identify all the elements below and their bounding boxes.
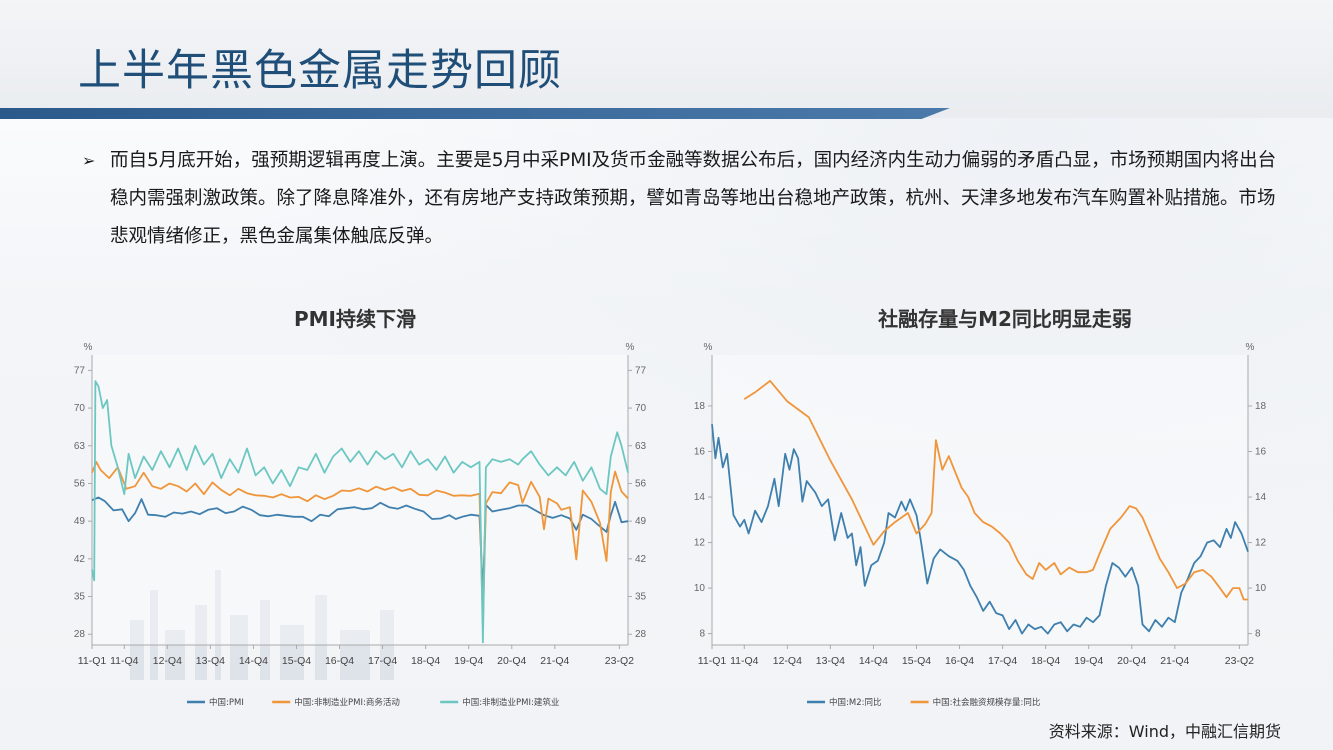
x-tick-label: 17-Q4 [368, 655, 397, 667]
series-line-2 [743, 380, 1248, 601]
y-tick-label-left: 49 [74, 516, 86, 527]
x-tick-label: 14-Q4 [239, 655, 268, 667]
slide-title: 上半年黑色金属走势回顾 [78, 46, 562, 96]
bullet-paragraph: ➢ 而自5月底开始，强预期逻辑再度上演。主要是5月中采PMI及货币金融等数据公布… [82, 142, 1292, 256]
y-unit-right: % [626, 342, 635, 353]
x-tick-label: 12-Q4 [153, 655, 182, 667]
x-tick-label: 17-Q4 [988, 655, 1017, 667]
x-tick-label: 18-Q4 [411, 655, 440, 667]
x-tick-label: 18-Q4 [1031, 655, 1060, 667]
x-tick-label: 20-Q4 [497, 655, 526, 667]
x-tick-label: 15-Q4 [282, 655, 311, 667]
y-unit-left: % [84, 342, 93, 353]
arrow-bullet-icon: ➢ [82, 151, 96, 170]
x-tick-label: 21-Q4 [1160, 655, 1189, 667]
y-tick-label-left: 77 [74, 365, 86, 376]
y-tick-label-right: 8 [1255, 629, 1261, 640]
series-line-1 [711, 424, 1249, 635]
y-tick-label-right: 77 [635, 365, 647, 376]
x-tick-label: 11-Q1 [78, 655, 107, 667]
y-tick-label-right: 56 [635, 478, 647, 489]
series-line-3 [91, 380, 629, 644]
x-tick-label: 23-Q2 [605, 655, 634, 667]
header-band [0, 0, 1333, 118]
y-tick-label-right: 16 [1255, 447, 1267, 458]
x-tick-label: 16-Q4 [945, 655, 974, 667]
y-tick-label-right: 63 [635, 441, 647, 452]
y-tick-label-right: 35 [635, 592, 647, 603]
x-tick-label: 20-Q4 [1117, 655, 1146, 667]
plot-area [712, 355, 1248, 645]
y-tick-label-right: 70 [635, 403, 647, 414]
chart-title-pmi: PMI持续下滑 [293, 307, 416, 331]
y-tick-label-right: 12 [1255, 538, 1267, 549]
x-tick-label: 11-Q1 [698, 655, 727, 667]
legend-label: 中国:M2:同比 [829, 697, 881, 708]
y-tick-label-right: 49 [635, 516, 647, 527]
y-tick-label-left: 70 [74, 403, 86, 414]
legend-label: 中国:非制造业PMI:建筑业 [462, 697, 559, 708]
y-tick-label-left: 56 [74, 478, 86, 489]
series-line-2 [91, 461, 629, 627]
y-tick-label-left: 28 [74, 629, 86, 640]
legend-label: 中国:社会融资规模存量:同比 [933, 697, 1041, 708]
y-unit-left: % [704, 342, 713, 353]
x-tick-label: 13-Q4 [196, 655, 225, 667]
x-tick-label: 23-Q2 [1225, 655, 1254, 667]
legend-label: 中国:PMI [209, 697, 244, 708]
x-tick-label: 11-Q4 [730, 655, 759, 667]
x-tick-label: 16-Q4 [325, 655, 354, 667]
x-tick-label: 13-Q4 [816, 655, 845, 667]
y-tick-label-left: 14 [694, 492, 706, 503]
y-tick-label-right: 18 [1255, 401, 1267, 412]
y-tick-label-left: 42 [74, 554, 86, 565]
x-tick-label: 19-Q4 [454, 655, 483, 667]
chart-title-credit: 社融存量与M2同比明显走弱 [878, 307, 1132, 331]
y-tick-label-left: 18 [694, 401, 706, 412]
title-underline-bar [0, 108, 950, 119]
y-tick-label-right: 28 [635, 629, 647, 640]
data-source-note: 资料来源：Wind，中融汇信期货 [1048, 722, 1281, 741]
y-tick-label-right: 42 [635, 554, 647, 565]
y-tick-label-right: 14 [1255, 492, 1267, 503]
y-tick-label-left: 10 [694, 583, 706, 594]
y-tick-label-right: 10 [1255, 583, 1267, 594]
plot-area [92, 355, 628, 645]
y-tick-label-left: 35 [74, 592, 86, 603]
credit-m2-line-chart: % % 8 8 10 10 12 12 14 14 16 16 18 18 11-Q1 11-Q4 12-Q4 1… [694, 342, 1267, 708]
series-line-1 [91, 496, 629, 594]
x-tick-label: 19-Q4 [1074, 655, 1103, 667]
y-tick-label-left: 8 [699, 629, 705, 640]
x-tick-label: 12-Q4 [773, 655, 802, 667]
legend-label: 中国:非制造业PMI:商务活动 [294, 697, 400, 708]
x-tick-label: 21-Q4 [540, 655, 569, 667]
x-tick-label: 11-Q4 [110, 655, 139, 667]
x-tick-label: 14-Q4 [859, 655, 888, 667]
y-unit-right: % [1246, 342, 1255, 353]
y-tick-label-left: 12 [694, 538, 706, 549]
y-tick-label-left: 16 [694, 447, 706, 458]
y-tick-label-left: 63 [74, 441, 86, 452]
x-tick-label: 15-Q4 [902, 655, 931, 667]
bullet-text: 而自5月底开始，强预期逻辑再度上演。主要是5月中采PMI及货币金融等数据公布后，… [110, 150, 1277, 247]
city-skyline-watermark [130, 570, 394, 680]
